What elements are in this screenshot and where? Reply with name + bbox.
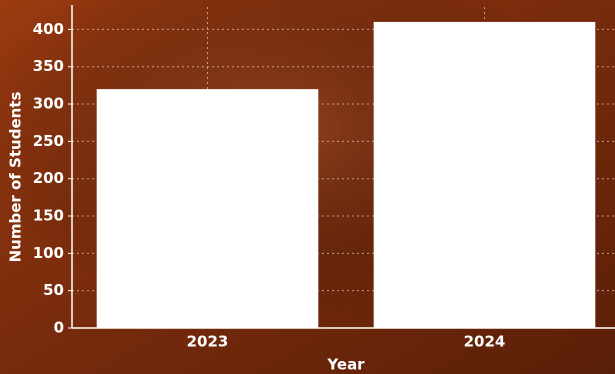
- y-tick-label: 200: [33, 169, 64, 187]
- y-axis-label: Number of Students: [7, 92, 25, 263]
- bar: [96, 89, 319, 329]
- y-tick-label: 300: [33, 95, 64, 113]
- x-axis-label: Year: [326, 356, 365, 374]
- bar: [373, 21, 596, 328]
- y-tick-label: 100: [33, 244, 64, 262]
- y-tick-label: 50: [43, 281, 64, 299]
- y-tick-label: 250: [33, 132, 64, 150]
- x-tick-label: 2023: [187, 333, 229, 351]
- y-tick-label: 0: [54, 319, 64, 337]
- y-tick-label: 150: [33, 207, 64, 225]
- y-tick-label: 350: [33, 57, 64, 75]
- y-tick-label: 400: [33, 20, 64, 38]
- x-tick-label: 2024: [464, 333, 506, 351]
